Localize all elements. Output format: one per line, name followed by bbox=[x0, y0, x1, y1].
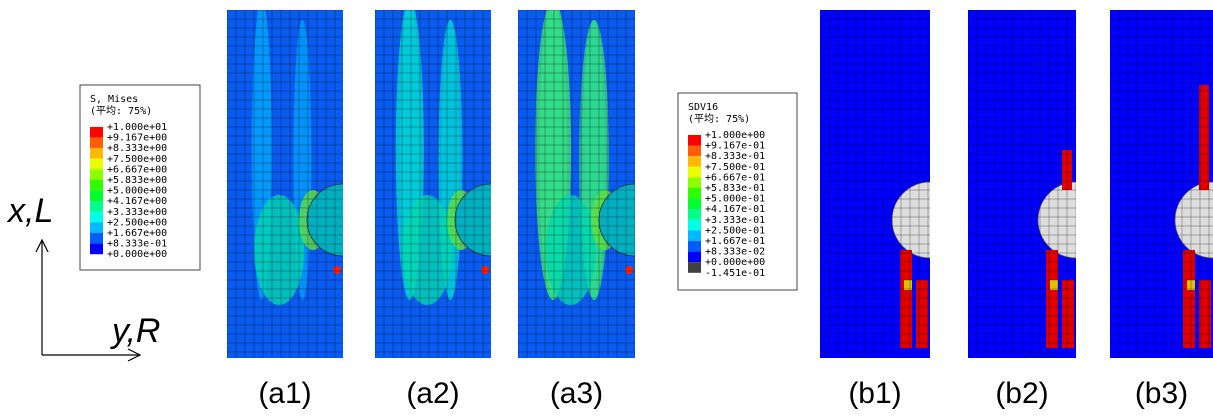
panel-bg bbox=[518, 10, 635, 358]
legend-label: +5.833e+00 bbox=[107, 175, 167, 186]
legend-swatch bbox=[688, 188, 701, 199]
legend-swatch bbox=[688, 251, 701, 263]
stress-zone bbox=[402, 195, 453, 305]
legend-swatch bbox=[90, 148, 103, 159]
legend-label: -1.451e-01 bbox=[705, 268, 765, 279]
legend-label: +1.667e-01 bbox=[705, 236, 765, 247]
legend-label: +2.500e-01 bbox=[705, 225, 765, 236]
legend-swatch bbox=[90, 127, 103, 138]
legend-swatch bbox=[90, 201, 103, 212]
legend-title: SDV16 bbox=[688, 102, 718, 113]
pin bbox=[1037, 181, 1076, 259]
legend-swatch bbox=[688, 262, 701, 273]
legend-swatch bbox=[90, 169, 103, 180]
legend-label: +5.000e-01 bbox=[705, 194, 765, 205]
legend-swatch bbox=[688, 166, 701, 178]
legend-label: +4.167e+00 bbox=[107, 196, 167, 207]
stress-zone bbox=[254, 195, 305, 305]
legend-label: +1.000e+00 bbox=[705, 130, 765, 141]
legend-label: +6.667e-01 bbox=[705, 172, 765, 183]
legend-swatch bbox=[688, 145, 701, 157]
legend-label: +7.500e-01 bbox=[705, 162, 765, 173]
legend-label: +6.667e+00 bbox=[107, 164, 167, 175]
hole bbox=[454, 183, 491, 257]
panel-bg bbox=[820, 10, 930, 358]
panel-bg bbox=[375, 10, 491, 358]
stress-zone bbox=[545, 195, 596, 305]
panel-label: (b2) bbox=[995, 377, 1048, 410]
contour-panel bbox=[227, 10, 343, 358]
legend-label: +7.500e+00 bbox=[107, 154, 167, 165]
legend-label: +5.833e-01 bbox=[705, 183, 765, 194]
legend-swatch bbox=[688, 135, 701, 146]
axis-label-horizontal: y,R bbox=[110, 312, 160, 350]
damage-band bbox=[1046, 250, 1058, 348]
legend-label: +9.167e+00 bbox=[107, 133, 167, 144]
panel-label: (a2) bbox=[406, 377, 459, 410]
hot-spot bbox=[333, 266, 341, 274]
contour-panel bbox=[820, 10, 930, 358]
hot-spot bbox=[481, 266, 489, 274]
axis-arrows bbox=[35, 238, 142, 362]
legend-swatch bbox=[90, 137, 103, 149]
axis-label-vertical: x,L bbox=[6, 192, 53, 230]
contour-panel bbox=[518, 10, 635, 358]
panel-label: (b1) bbox=[848, 377, 901, 410]
legend-label: +3.333e+00 bbox=[107, 207, 167, 218]
hole bbox=[306, 183, 343, 257]
contour-panel bbox=[375, 10, 491, 358]
legend-swatch bbox=[688, 230, 701, 241]
legend-label: +0.000e+00 bbox=[107, 249, 167, 260]
legend-swatch bbox=[90, 180, 103, 191]
panel-bg bbox=[227, 10, 343, 358]
legend-label: +1.000e+01 bbox=[107, 122, 167, 133]
panel-label: (a3) bbox=[550, 377, 603, 410]
panel-label: (a1) bbox=[258, 377, 311, 410]
legend-swatch bbox=[90, 190, 103, 202]
hot-spot bbox=[625, 266, 633, 274]
contour-panel bbox=[1110, 10, 1213, 358]
legend-label: +3.333e-01 bbox=[705, 215, 765, 226]
damage-band bbox=[1062, 280, 1074, 348]
legend-label: +0.000e+00 bbox=[705, 257, 765, 268]
legend-swatch bbox=[688, 219, 701, 231]
damage-band bbox=[1199, 280, 1211, 348]
legend-subtitle: (平均: 75%) bbox=[90, 105, 152, 117]
legend-label: +1.667e+00 bbox=[107, 228, 167, 239]
pin bbox=[1174, 181, 1213, 259]
legend-swatch bbox=[688, 177, 701, 188]
damage-band bbox=[900, 250, 912, 348]
damage-band bbox=[1199, 85, 1209, 190]
panel-label: (b3) bbox=[1135, 377, 1188, 410]
legend-label: +5.000e+00 bbox=[107, 186, 167, 197]
legend-swatch bbox=[90, 222, 103, 233]
legend-swatch bbox=[90, 211, 103, 223]
legend-label: +8.333e-02 bbox=[705, 247, 765, 258]
legend-swatch bbox=[688, 198, 701, 210]
legend-label: +2.500e+00 bbox=[107, 217, 167, 228]
damage-band bbox=[1183, 250, 1195, 348]
legend-swatch bbox=[688, 209, 701, 220]
legend-label: +8.333e-01 bbox=[107, 239, 167, 250]
damage-cell bbox=[904, 280, 912, 290]
pin bbox=[891, 181, 930, 259]
legend-swatch bbox=[90, 243, 103, 255]
legend-label: +9.167e-01 bbox=[705, 141, 765, 152]
legend-label: +4.167e-01 bbox=[705, 204, 765, 215]
damage-cell bbox=[1050, 280, 1058, 290]
legend-label: +8.333e-01 bbox=[705, 151, 765, 162]
legend-swatch bbox=[90, 158, 103, 170]
legend-label: +8.333e+00 bbox=[107, 143, 167, 154]
contour-panel bbox=[968, 10, 1076, 358]
damage-band bbox=[916, 280, 928, 348]
legend-subtitle: (平均: 75%) bbox=[688, 113, 750, 125]
legend-swatch bbox=[688, 241, 701, 252]
legend-swatch bbox=[688, 156, 701, 167]
legend-swatch bbox=[90, 233, 103, 244]
panel-bg bbox=[1110, 10, 1213, 358]
legend-title: S, Mises bbox=[90, 94, 138, 105]
